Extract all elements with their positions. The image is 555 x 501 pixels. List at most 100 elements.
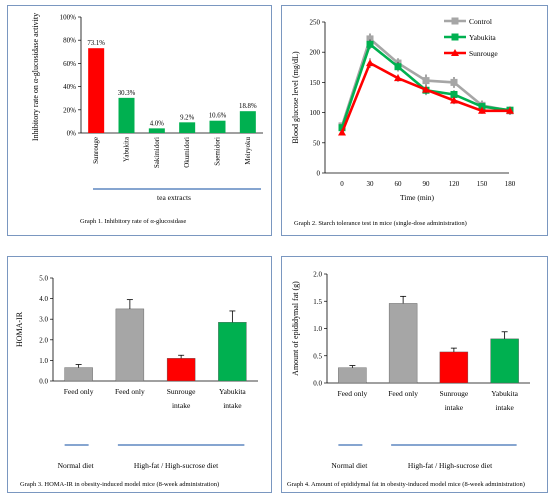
chart-2-x-tick-label: 150 <box>477 180 488 188</box>
chart-2-marker <box>450 78 458 86</box>
chart-2-legend-marker <box>451 33 459 41</box>
chart-3-caption: Graph 3. HOMA-IR in obesity-induced mode… <box>20 481 220 488</box>
chart-4-group-label: High-fat / High-sucrose diet <box>408 461 493 470</box>
panel-graph-4: 0.0 0.5 1.0 1.5 2.0 Amount of epididymal fat … <box>281 256 548 493</box>
chart-2-svg: 0 50 100 150 200 250 Blood glucose level (mg/d… <box>291 17 516 202</box>
chart-4-y-tick-label: 1.5 <box>313 298 322 306</box>
chart-1-value-label: 9.2% <box>180 114 194 121</box>
chart-1-y-tick-label: 100% <box>60 14 77 22</box>
chart-1-y-tick-label: 20% <box>63 106 76 114</box>
chart-4-svg: 0.0 0.5 1.0 1.5 2.0 Amount of epididymal fat … <box>291 271 530 470</box>
chart-3-bar <box>218 322 247 382</box>
chart-3-y-axis-label: HOMA-IR <box>15 311 24 347</box>
chart-3-category-label: intake <box>223 401 242 410</box>
chart-2-x-tick-label: 60 <box>395 180 403 188</box>
chart-1-y-tick-label: 40% <box>63 83 76 91</box>
chart-3-y-tick-label: 2.0 <box>39 336 48 344</box>
chart-2-marker <box>366 40 374 48</box>
chart-4-bar <box>338 367 367 384</box>
chart-2-y-tick-label: 50 <box>313 139 321 147</box>
chart-4-caption: Graph 4. Amount of epididymal fat in obe… <box>287 481 525 488</box>
chart-2-series-line <box>340 61 510 134</box>
chart-4-y-tick-label: 1.0 <box>313 325 322 333</box>
chart-2-marker <box>338 128 346 136</box>
chart-4-category-label: Feed only <box>388 389 418 398</box>
chart-1-value-label: 4.0% <box>150 120 164 127</box>
chart-1-y-axis-label: Inhibitory rate on α-glucosidase activit… <box>31 13 40 141</box>
chart-3-category-label: Yabukita <box>219 387 246 396</box>
chart-1-category-label: Saemidori <box>214 137 222 166</box>
chart-3-y-tick-label: 5.0 <box>39 275 48 283</box>
chart-2-marker <box>394 74 402 82</box>
chart-4-category-label: intake <box>495 403 514 412</box>
chart-1-bar <box>148 128 165 133</box>
chart-3-category-label: Sunrouge <box>167 387 196 396</box>
chart-3-bar <box>166 358 196 382</box>
panel-graph-3: 0.0 1.0 2.0 3.0 4.0 5.0 HOMA-IR Feed only Feed o… <box>7 256 272 493</box>
chart-3-group-label: Normal diet <box>58 461 95 470</box>
chart-4-y-tick-label: 0.5 <box>313 352 322 360</box>
chart-3-y-tick-label: 3.0 <box>39 316 48 324</box>
chart-2-legend-label: Control <box>469 17 492 26</box>
panel-graph-1: 0% 20% 40% 60% 80% 100% Inhibitory rate on α-g… <box>7 5 272 236</box>
chart-1-value-label: 73.1% <box>87 40 105 47</box>
chart-1-bar <box>209 120 226 133</box>
chart-4-category-label: Sunrouge <box>440 389 469 398</box>
chart-1-category-label: Yabukita <box>123 136 131 162</box>
chart-2-x-tick-label: 180 <box>505 180 516 188</box>
chart-3-group-label: High-fat / High-sucrose diet <box>134 461 219 470</box>
chart-1-value-label: 10.6% <box>209 113 227 120</box>
chart-2-marker <box>366 59 374 67</box>
chart-2-y-tick-label: 150 <box>310 79 321 87</box>
chart-4-bar <box>439 351 469 384</box>
chart-2-x-axis-label: Time (min) <box>400 193 435 202</box>
chart-2-x-tick-label: 120 <box>449 180 460 188</box>
chart-4-category-label: Yabukita <box>491 389 518 398</box>
chart-2-marker <box>422 85 430 93</box>
chart-1-caption: Graph 1. Inhibitory rate of α-glucosidas… <box>80 218 187 225</box>
chart-1-value-label: 18.8% <box>239 103 257 110</box>
chart-3-svg: 0.0 1.0 2.0 3.0 4.0 5.0 HOMA-IR Feed only Feed o… <box>15 275 258 470</box>
chart-3-bar <box>115 308 145 382</box>
chart-1-svg: 0% 20% 40% 60% 80% 100% Inhibitory rate on α-g… <box>31 13 263 202</box>
chart-2-marker <box>366 35 374 43</box>
chart-4-bar <box>388 303 418 384</box>
chart-4-group-label: Normal diet <box>331 461 368 470</box>
chart-2-marker <box>338 124 346 132</box>
chart-2-marker <box>478 103 486 111</box>
chart-3-y-tick-label: 4.0 <box>39 295 48 303</box>
chart-2-marker <box>394 63 402 71</box>
chart-2-y-tick-label: 250 <box>310 19 321 27</box>
chart-2-marker <box>506 106 514 114</box>
chart-2-legend-label: Sunrouge <box>469 49 498 58</box>
chart-3-y-tick-label: 1.0 <box>39 357 48 365</box>
chart-1-category-label: Sakimidori <box>153 137 161 168</box>
chart-2-x-tick-label: 0 <box>340 180 344 188</box>
chart-1-x-axis-label: tea extracts <box>157 193 191 202</box>
chart-1-bar <box>118 97 135 133</box>
chart-2-legend-label: Yabukita <box>469 33 496 42</box>
chart-2-legend-marker <box>451 17 459 25</box>
chart-2-marker <box>450 90 458 98</box>
chart-3-category-label: Feed only <box>64 387 94 396</box>
chart-2-x-tick-label: 30 <box>367 180 375 188</box>
chart-2-x-tick-label: 90 <box>423 180 431 188</box>
chart-1-value-label: 30.3% <box>118 90 136 97</box>
chart-4-category-label: intake <box>445 403 464 412</box>
chart-2-y-tick-label: 200 <box>310 49 321 57</box>
chart-4-y-tick-label: 2.0 <box>313 271 322 279</box>
chart-2-y-tick-label: 100 <box>310 109 321 117</box>
chart-2-marker <box>422 77 430 85</box>
chart-4-bar <box>490 338 519 384</box>
chart-1-category-label: Okumidori <box>183 137 191 168</box>
chart-1-y-tick-label: 60% <box>63 60 76 68</box>
chart-1-y-tick-label: 0% <box>67 130 77 138</box>
chart-2-marker <box>450 96 458 104</box>
chart-3-y-tick-label: 0.0 <box>39 378 48 386</box>
chart-4-y-tick-label: 0.0 <box>313 380 322 388</box>
chart-1-bar <box>179 122 196 133</box>
chart-2-y-tick-label: 0 <box>317 170 321 178</box>
chart-1-y-tick-label: 80% <box>63 37 76 45</box>
chart-2-caption: Graph 2. Starch tolerance test in mice (… <box>294 220 467 227</box>
chart-1-bar <box>239 111 256 133</box>
